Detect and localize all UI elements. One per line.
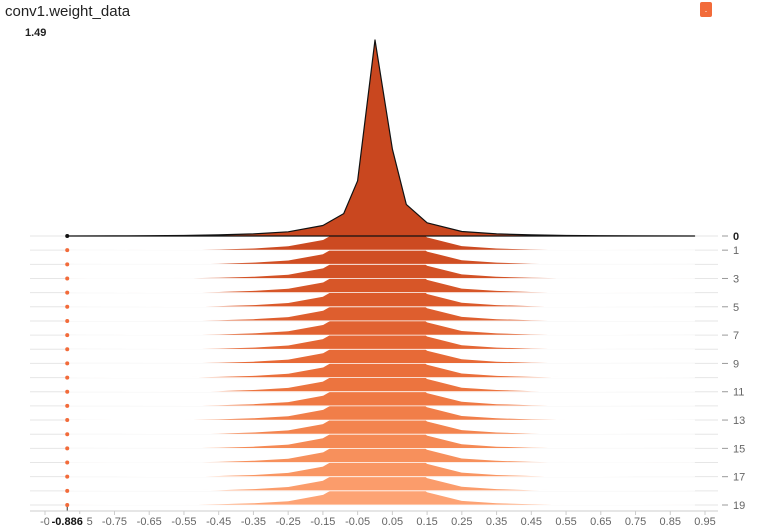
hover-dot-step-1: [65, 248, 70, 253]
hover-dot-step-10: [65, 375, 70, 380]
x-tick-label-5: -0.45: [206, 516, 231, 528]
x-tick-label-7: -0.25: [276, 516, 301, 528]
hover-x-bg: [49, 514, 86, 528]
step-label-1: 1: [733, 245, 739, 257]
x-axis: -0 5 -0.75 -0.65 -0.55 -0.45 -0.35 -0.25 -0.15 -0…: [30, 510, 718, 528]
step-label-9: 9: [733, 358, 739, 370]
x-tick-label-11: 0.15: [416, 516, 437, 528]
x-tick-label-8: -0.15: [310, 516, 335, 528]
x-tick-label-15: 0.55: [555, 516, 576, 528]
hover-dot-step-17: [65, 474, 70, 479]
legend-swatch[interactable]: .: [700, 2, 712, 17]
x-tick-label-14: 0.45: [521, 516, 542, 528]
hover-dot-step-5: [65, 304, 70, 309]
step-label-13: 13: [733, 415, 745, 427]
step-label-19: 19: [733, 500, 745, 512]
hover-dot-step-11: [65, 389, 70, 394]
x-tick-label-4: -0.55: [171, 516, 196, 528]
ridge-step-0: [66, 39, 696, 237]
x-tick-label-16: 0.65: [590, 516, 611, 528]
x-tick-label-12: 0.25: [451, 516, 472, 528]
hover-dot-step-9: [65, 361, 70, 366]
x-tick-label-6: -0.35: [241, 516, 266, 528]
hover-dot-step-2: [65, 262, 70, 267]
step-label-15: 15: [733, 443, 745, 455]
step-label-7: 7: [733, 330, 739, 342]
hover-dot-step-0: [65, 234, 70, 238]
step-label-3: 3: [733, 273, 739, 285]
hover-dot-step-19: [65, 503, 70, 507]
x-tick-label-3: -0.65: [137, 516, 162, 528]
step-label-11: 11: [733, 387, 744, 399]
hover-dot-step-6: [65, 318, 70, 323]
x-tick-label-2: -0.75: [102, 516, 127, 528]
hover-dot-step-16: [65, 460, 70, 465]
hover-dot-step-3: [65, 276, 70, 281]
hover-dot-step-4: [65, 290, 70, 295]
x-tick-label-9: -0.05: [345, 516, 370, 528]
hover-markers: [65, 234, 70, 511]
x-tick-label-10: 0.05: [382, 516, 403, 528]
chart-title: conv1.weight_data: [5, 3, 131, 20]
step-label-0: 0: [733, 231, 739, 243]
x-tick-label-13: 0.35: [486, 516, 507, 528]
step-label-17: 17: [733, 472, 745, 484]
x-tick-label-19: 0.95: [694, 516, 715, 528]
max-density-label: 1.49: [25, 27, 47, 39]
x-tick-label-17: 0.75: [625, 516, 646, 528]
ridges: [66, 39, 696, 506]
hover-dot-step-13: [65, 418, 70, 423]
hover-dot-step-14: [65, 432, 70, 437]
x-tick-label-1: 5: [87, 516, 93, 528]
step-label-5: 5: [733, 302, 739, 314]
x-tick-label-18: 0.85: [660, 516, 681, 528]
hover-x-label: -0.886: [52, 516, 83, 528]
hover-dot-step-7: [65, 333, 70, 338]
x-tick-label-0: -0: [40, 516, 50, 528]
hover-dot-step-15: [65, 446, 70, 451]
hover-dot-step-12: [65, 403, 70, 408]
hover-dot-step-18: [65, 488, 70, 493]
hover-dot-step-8: [65, 347, 70, 352]
